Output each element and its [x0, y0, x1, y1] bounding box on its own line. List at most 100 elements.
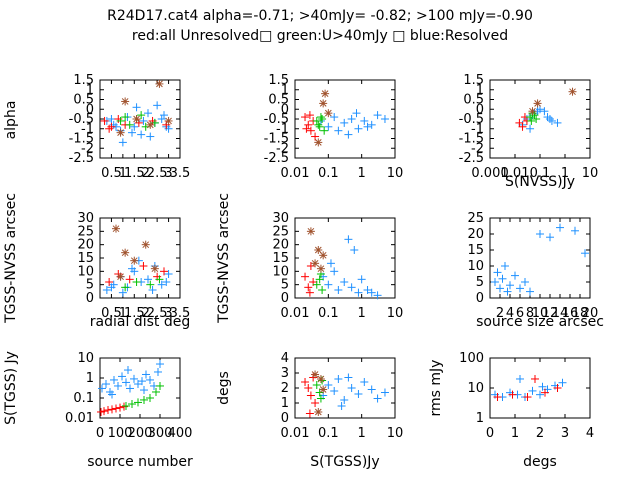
data-point-blue	[526, 124, 535, 133]
data-point-blue	[571, 226, 579, 235]
data-point-blue	[367, 288, 376, 297]
data-point-green	[121, 283, 130, 292]
data-point-green	[312, 280, 321, 289]
data-point-red	[302, 124, 311, 133]
y-tick-label: -2	[81, 141, 94, 156]
data-point-blue	[139, 116, 148, 125]
data-point-red	[301, 378, 310, 386]
data-point-blue	[126, 384, 134, 393]
y-tick-label: -1	[81, 122, 94, 137]
data-point-blue	[491, 278, 499, 286]
data-point-blue	[156, 360, 164, 369]
data-point-blue	[354, 124, 363, 133]
data-point-blue	[496, 284, 504, 293]
x-tick-label: 1	[119, 166, 127, 181]
data-point-brown	[314, 138, 323, 147]
data-point-red	[125, 275, 134, 284]
x-tick-label: 10	[532, 306, 549, 321]
data-point-green	[318, 115, 327, 123]
data-point-red	[301, 272, 310, 281]
x-tick-label: 18	[572, 306, 589, 321]
data-point-brown	[324, 109, 333, 118]
x-tick-label: 8	[526, 306, 534, 321]
x-tick-label: 1.5	[124, 306, 145, 321]
data-point-red	[311, 399, 320, 407]
data-point-brown	[321, 89, 330, 98]
data-point-brown	[141, 240, 150, 249]
x-tick-label: 1	[511, 426, 519, 441]
data-point-blue	[516, 284, 524, 293]
data-point-blue	[511, 271, 519, 280]
x-tick-label: 3.5	[170, 306, 191, 321]
data-point-blue	[144, 109, 152, 118]
y-tick-label: 1	[281, 83, 289, 98]
data-point-blue	[334, 375, 343, 383]
data-point-blue	[340, 396, 349, 404]
x-tick-label: 300	[148, 426, 173, 441]
y-tick-label: 1	[476, 411, 484, 426]
data-point-green	[314, 120, 323, 129]
y-tick-label: 0	[281, 102, 289, 117]
data-point-red	[116, 403, 124, 412]
data-point-blue	[340, 118, 349, 127]
data-point-brown	[528, 107, 537, 116]
data-point-green	[315, 275, 324, 284]
y-tick-label: 15	[77, 251, 94, 266]
data-point-red	[306, 262, 315, 270]
data-point-blue	[373, 394, 382, 403]
data-point-blue	[107, 115, 116, 123]
x-tick-label: 14	[552, 306, 569, 321]
data-point-blue	[540, 107, 549, 116]
data-point-blue	[330, 387, 339, 395]
data-point-blue	[536, 105, 544, 114]
data-point-green	[156, 381, 164, 390]
x-tick-label: 0.001	[471, 166, 508, 181]
y-tick-label: 1	[281, 396, 289, 411]
data-point-brown	[316, 375, 325, 383]
y-tick-label: -0.5	[459, 112, 484, 127]
data-point-brown	[112, 224, 120, 233]
data-point-brown	[121, 97, 130, 106]
y-tick-label: 15	[467, 243, 484, 258]
data-point-blue	[334, 126, 343, 135]
data-point-blue	[373, 291, 382, 300]
x-axis-label: source number	[87, 454, 193, 470]
y-tick-label: 1.5	[463, 73, 484, 88]
x-tick-label: 3.5	[170, 166, 191, 181]
data-point-blue	[102, 380, 110, 389]
data-point-blue	[344, 373, 353, 382]
data-point-red	[518, 122, 527, 131]
data-point-blue	[153, 101, 162, 110]
y-axis-label: S(TGSS) Jy	[3, 351, 19, 425]
data-point-green	[318, 286, 327, 294]
data-point-blue	[108, 390, 116, 399]
data-point-blue	[380, 115, 389, 123]
data-point-red	[304, 384, 313, 392]
y-tick-label: -1	[276, 122, 289, 137]
data-point-blue	[380, 388, 389, 397]
data-point-blue	[164, 124, 173, 133]
x-tick-label: 12	[542, 306, 559, 321]
data-point-blue	[536, 390, 544, 399]
data-point-red	[304, 283, 313, 292]
y-tick-label: 10	[77, 351, 94, 366]
data-point-green	[316, 394, 325, 403]
data-point-green	[527, 116, 536, 125]
data-point-red	[305, 409, 314, 418]
y-tick-label: -1.5	[264, 132, 289, 147]
data-point-blue	[367, 385, 376, 394]
data-point-blue	[162, 278, 171, 286]
data-point-green	[155, 275, 164, 284]
data-point-blue	[536, 230, 544, 238]
data-point-blue	[547, 116, 556, 125]
data-point-blue	[350, 246, 359, 254]
data-point-red	[306, 391, 315, 400]
x-tick-label: 200	[128, 426, 153, 441]
x-tick-label: 1	[119, 306, 127, 321]
data-point-red	[493, 393, 502, 402]
x-tick-label: 3	[164, 306, 172, 321]
data-point-brown	[121, 248, 130, 257]
data-point-blue	[146, 132, 155, 141]
x-tick-label: 2.5	[147, 306, 168, 321]
